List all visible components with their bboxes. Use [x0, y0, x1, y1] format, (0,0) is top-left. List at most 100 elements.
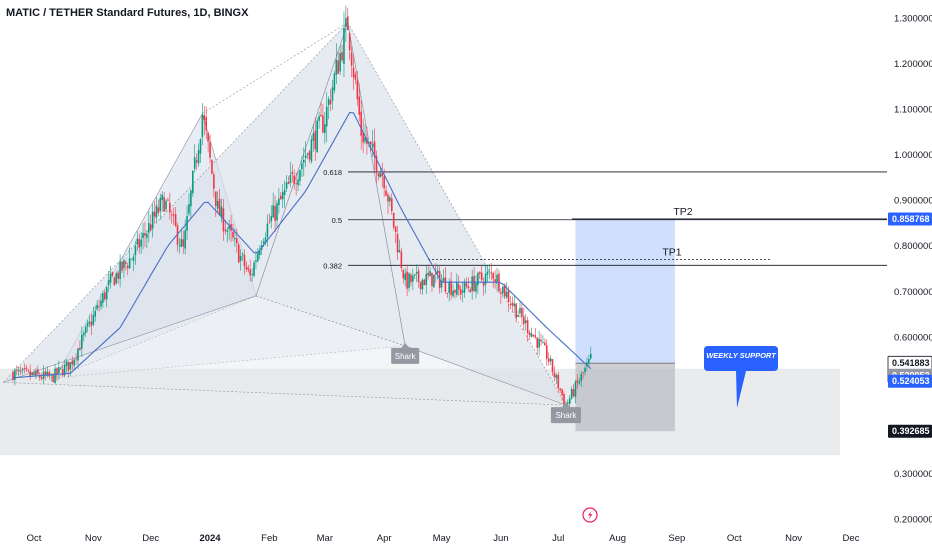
candle-body — [169, 202, 171, 213]
candle-body — [561, 389, 563, 396]
candle-body — [270, 216, 273, 222]
candle-body — [213, 174, 215, 189]
candle-body — [65, 361, 68, 366]
candle-body — [268, 221, 271, 223]
y-tick-label: 0.200000 — [894, 515, 932, 526]
y-tick-label: 0.600000 — [894, 332, 932, 343]
candle-body — [469, 289, 472, 293]
candle-body — [584, 367, 586, 373]
pattern-leg — [202, 113, 257, 296]
candle-body — [255, 260, 257, 262]
candle-body — [501, 286, 504, 294]
candle-body — [385, 190, 387, 196]
candle-body — [513, 303, 516, 307]
candle-body — [56, 368, 58, 375]
candle-body — [515, 303, 517, 318]
candle-body — [503, 284, 506, 297]
tp1-label: TP1 — [662, 246, 681, 258]
candle-body — [48, 372, 51, 377]
candle-body — [496, 274, 498, 284]
candle-body — [17, 369, 20, 372]
candle-body — [538, 338, 540, 348]
candle-body — [121, 261, 123, 271]
candles-layer — [12, 5, 592, 409]
candle-body — [551, 359, 554, 373]
candle-body — [408, 273, 410, 288]
candle-body — [339, 53, 341, 72]
candle-body — [482, 281, 485, 286]
candle-body — [237, 244, 240, 263]
candle-body — [402, 270, 405, 279]
pattern-triangle — [55, 295, 406, 378]
candle-body — [142, 232, 144, 238]
candle-body — [572, 389, 575, 396]
x-tick-label: Dec — [843, 533, 860, 544]
levels-layer: 0.618 0.5 0.382 TP2 TP1 — [323, 168, 887, 270]
candle-body — [25, 367, 28, 370]
candle-body — [368, 142, 370, 144]
x-axis[interactable]: Oct Nov Dec 2024 Feb Mar Apr May Jun Jul Aug Sep Oct… — [27, 533, 860, 544]
candle-body — [199, 139, 202, 154]
candle-body — [465, 283, 468, 287]
candle-body — [262, 241, 265, 244]
candle-body — [425, 274, 428, 285]
candle-body — [524, 320, 527, 324]
y-tick-label: 1.300000 — [894, 14, 932, 25]
candle-body — [157, 207, 160, 213]
candle-body — [272, 205, 274, 218]
candle-body — [249, 269, 252, 276]
candle-body — [557, 374, 560, 389]
candle-body — [574, 381, 577, 397]
candle-body — [257, 252, 259, 262]
candle-body — [184, 230, 186, 249]
candle-body — [404, 273, 406, 280]
candle-body — [58, 367, 60, 373]
candle-body — [266, 223, 269, 238]
price-label-box — [888, 424, 932, 438]
candle-body — [193, 157, 196, 169]
candle-body — [228, 225, 230, 230]
pattern-leg — [54, 113, 203, 378]
candle-body — [316, 120, 318, 153]
candle-body — [578, 381, 581, 384]
candle-body — [100, 300, 102, 307]
fib-level-label: 0.5 — [332, 216, 342, 225]
candle-body — [40, 377, 43, 379]
price-label: 0.858768 — [892, 214, 930, 224]
candle-body — [549, 358, 552, 362]
candle-body — [320, 114, 322, 117]
y-axis[interactable]: 1.300000 1.200000 1.100000 1.000000 0.900000… — [887, 14, 932, 526]
candle-body — [582, 372, 584, 374]
candle-body — [517, 314, 519, 317]
candle-body — [134, 245, 137, 256]
y-tick-label: 0.300000 — [894, 469, 932, 480]
patterns-layer — [3, 22, 567, 406]
candle-body — [148, 223, 150, 233]
candle-body — [362, 132, 364, 143]
candle-body — [398, 250, 401, 253]
candle-body — [540, 339, 542, 342]
x-tick-label: Jun — [493, 533, 508, 544]
shark-label: Shark — [555, 411, 577, 420]
candle-body — [333, 73, 336, 91]
y-tick-label: 0.800000 — [894, 241, 932, 252]
candle-body — [180, 238, 183, 247]
candle-body — [126, 265, 129, 269]
candle-body — [170, 214, 173, 216]
candle-body — [285, 182, 288, 189]
candle-body — [226, 230, 229, 232]
candle-body — [251, 274, 253, 276]
candle-body — [536, 337, 539, 348]
candle-body — [381, 173, 384, 177]
candle-body — [276, 203, 278, 221]
candle-body — [346, 16, 349, 30]
x-tick-label: Oct — [27, 533, 42, 544]
candle-body — [130, 258, 133, 260]
candle-body — [31, 372, 33, 376]
candle-body — [505, 291, 508, 298]
candle-body — [211, 160, 213, 174]
candle-body — [214, 191, 217, 206]
lightning-icon[interactable] — [582, 507, 598, 523]
candle-body — [52, 374, 54, 382]
